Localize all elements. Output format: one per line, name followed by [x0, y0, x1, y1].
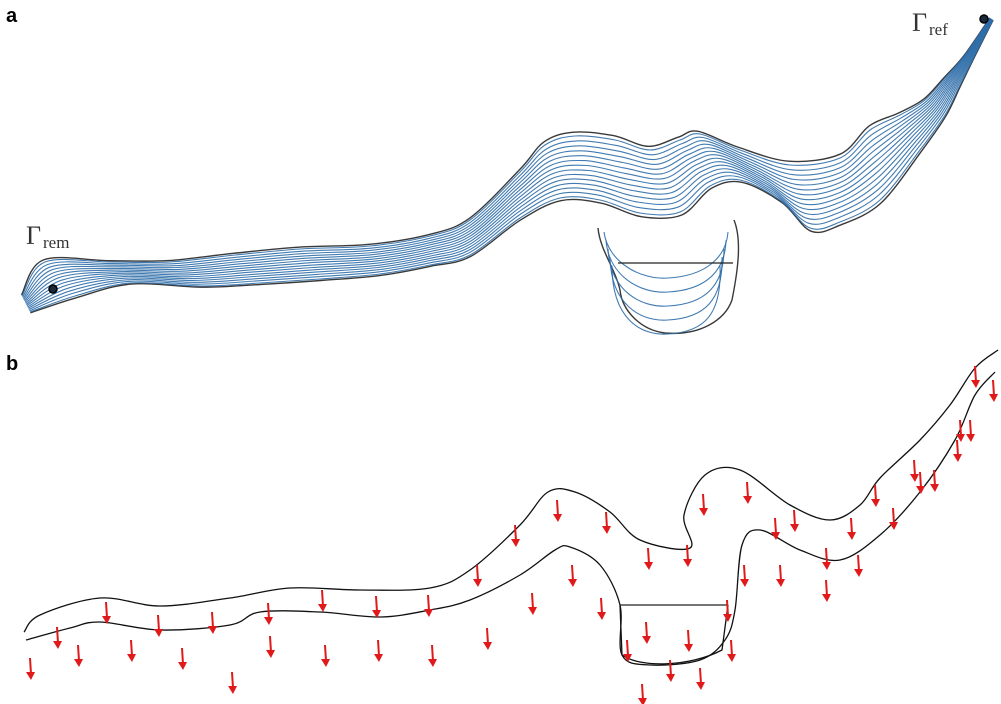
panel-a-contour-map: Γ rem Γ ref — [20, 8, 994, 335]
flux-arrow — [568, 564, 577, 587]
flux-arrow — [790, 509, 799, 532]
pocket-boundary — [619, 604, 729, 665]
domain-outline — [20, 17, 994, 335]
flux-arrow — [989, 379, 998, 402]
contour-line — [24, 18, 992, 302]
flux-arrow — [644, 547, 653, 570]
pocket-contour — [607, 248, 725, 307]
panel-b-boundary-arrows — [23, 349, 999, 704]
flux-arrow — [666, 659, 675, 682]
pocket-contour — [605, 240, 727, 293]
contour-line — [27, 19, 993, 309]
contour-line — [28, 19, 993, 311]
contour-lines — [21, 17, 994, 335]
pocket-contour — [603, 231, 729, 279]
flux-arrows — [26, 365, 998, 704]
flux-arrow — [473, 564, 482, 587]
gamma-rem-label: Γ rem — [26, 221, 69, 252]
flux-arrow — [154, 614, 163, 637]
contour-line — [21, 17, 991, 297]
flux-arrow — [528, 592, 537, 615]
flux-arrow — [699, 493, 708, 516]
panel-b-letter: b — [6, 353, 18, 375]
flux-arrow — [684, 629, 693, 652]
flux-arrow — [318, 589, 327, 612]
gamma-rem-subscript: rem — [43, 233, 69, 252]
flux-arrow — [553, 499, 562, 522]
flux-arrow — [854, 554, 863, 577]
flux-arrow — [208, 611, 217, 634]
flux-arrow — [638, 683, 647, 704]
flux-arrow — [727, 639, 736, 662]
flux-arrow — [264, 602, 273, 625]
gamma-ref-subscript: ref — [929, 20, 948, 39]
flux-arrow — [916, 471, 925, 494]
upper-boundary — [23, 349, 999, 633]
flux-arrow — [374, 639, 383, 662]
flux-arrow — [696, 667, 705, 690]
contour-line — [26, 18, 993, 307]
flux-arrow — [602, 511, 611, 534]
pocket-contour — [611, 265, 721, 335]
flux-arrow — [723, 599, 732, 622]
flux-arrow — [930, 469, 939, 492]
contour-line — [27, 19, 993, 308]
flux-arrow — [889, 507, 898, 530]
panel-a-letter: a — [6, 5, 18, 27]
contour-line — [29, 19, 994, 313]
flux-arrow — [910, 459, 919, 482]
flux-arrow — [642, 621, 651, 644]
flux-arrow — [971, 365, 980, 388]
flux-arrow — [26, 657, 35, 680]
flux-arrow — [743, 481, 752, 504]
contour-line — [22, 17, 991, 298]
flux-arrow — [683, 544, 692, 567]
contour-line — [24, 18, 992, 303]
gamma-ref-marker — [979, 14, 989, 24]
contour-line — [25, 18, 992, 304]
lower-boundary — [25, 371, 996, 666]
flux-arrow — [740, 564, 749, 587]
flux-arrow — [372, 595, 381, 618]
flux-arrow — [228, 671, 237, 694]
flux-arrow — [776, 564, 785, 587]
flux-arrow — [321, 644, 330, 667]
contour-line — [29, 19, 994, 312]
flux-arrow — [847, 517, 856, 540]
flux-arrow — [623, 639, 632, 662]
flux-arrow — [424, 594, 433, 617]
flux-arrow — [102, 601, 111, 624]
gamma-ref-label: Γ ref — [912, 8, 948, 39]
flux-arrow — [597, 597, 606, 620]
flux-arrow — [428, 644, 437, 667]
flux-arrow — [178, 647, 187, 670]
flux-arrow — [771, 517, 780, 540]
contour-line — [23, 18, 992, 301]
pocket-contour — [609, 257, 723, 321]
flux-arrow — [953, 439, 962, 462]
gamma-rem-marker — [48, 284, 58, 294]
flux-arrow — [956, 419, 965, 442]
flux-arrow — [483, 627, 492, 650]
contour-line — [22, 17, 991, 299]
flux-arrow — [266, 635, 275, 658]
gamma-rem-symbol: Γ — [26, 221, 41, 250]
flux-arrow — [511, 524, 520, 547]
flux-arrow — [53, 626, 62, 649]
flux-arrow — [127, 639, 136, 662]
flux-arrow — [822, 547, 831, 570]
contour-line — [25, 18, 993, 306]
flux-arrow — [966, 419, 975, 442]
gamma-ref-symbol: Γ — [912, 8, 927, 37]
flux-arrow — [74, 644, 83, 667]
flux-arrow — [822, 579, 831, 602]
flux-arrow — [871, 484, 880, 507]
